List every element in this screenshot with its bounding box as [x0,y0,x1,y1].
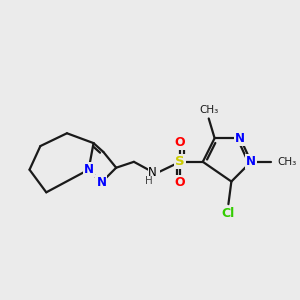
Text: N: N [150,165,159,178]
Text: CH₃: CH₃ [199,105,218,115]
Text: CH₃: CH₃ [278,157,297,167]
Text: Cl: Cl [222,206,235,220]
Text: S: S [176,155,185,168]
Text: H: H [145,176,152,185]
Text: N: N [148,166,157,179]
Text: O: O [175,136,185,148]
Text: O: O [175,176,185,189]
Text: N: N [235,132,245,145]
Text: N: N [96,176,106,189]
Text: N: N [246,155,256,168]
Text: N: N [84,163,94,176]
